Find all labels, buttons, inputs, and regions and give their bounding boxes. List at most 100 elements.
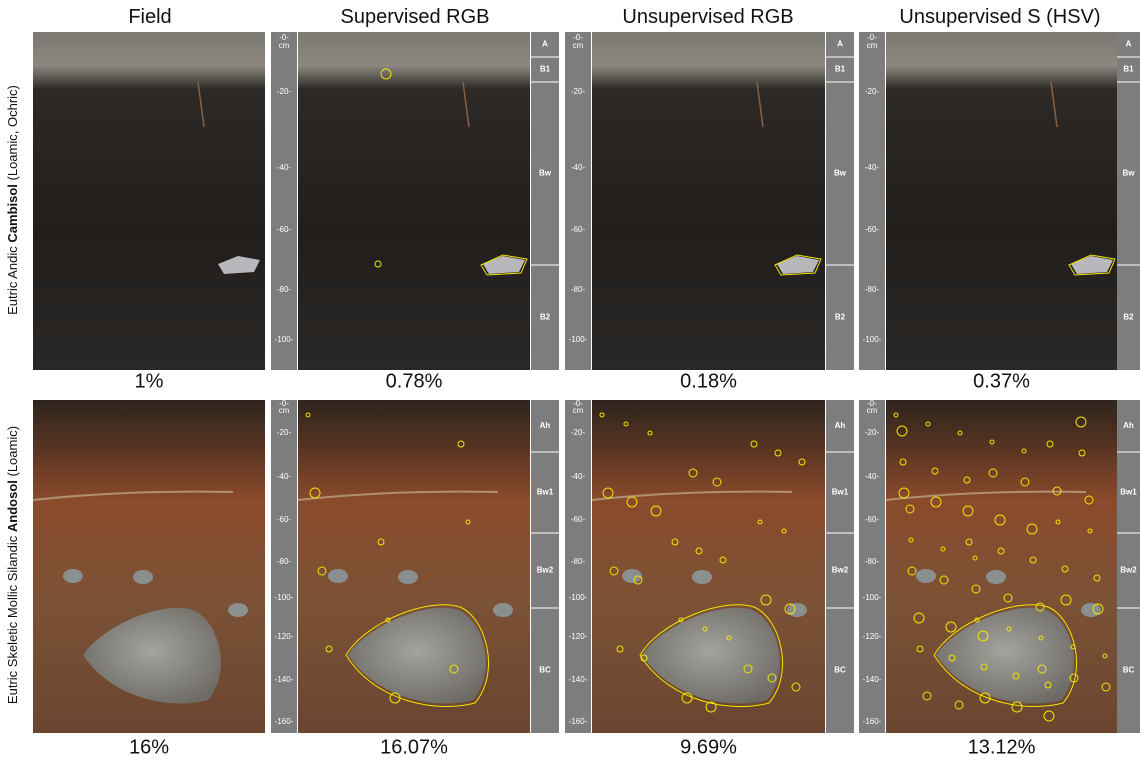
depth-label: -80-	[277, 285, 292, 294]
percentage: 0.37%	[973, 370, 1030, 392]
depth-label: cm	[867, 41, 878, 50]
horizon-label: Bw1	[537, 488, 554, 497]
depth-label: -80-	[277, 557, 292, 566]
depth-label: -160-	[569, 717, 588, 726]
horizon-label: Bw2	[1120, 566, 1137, 575]
depth-label: cm	[867, 406, 878, 415]
depth-ruler	[565, 32, 591, 370]
row-label: Eutric Andic Cambisol (Loamic, Ochric)	[5, 85, 20, 315]
percentage: 0.78%	[386, 370, 443, 392]
depth-label: -20-	[571, 87, 586, 96]
depth-label: -80-	[571, 557, 586, 566]
depth-ruler	[859, 32, 885, 370]
percentage: 13.12%	[968, 736, 1036, 757]
percentage: 1%	[135, 370, 164, 392]
horizon-label: Bw	[834, 169, 847, 178]
depth-label: -60-	[865, 515, 880, 524]
soil-photo	[592, 32, 825, 370]
depth-label: -100-	[569, 335, 588, 344]
depth-label: -160-	[863, 717, 882, 726]
column-title: Unsupervised S (HSV)	[899, 6, 1100, 28]
depth-label: -160-	[275, 717, 294, 726]
depth-label: -40-	[277, 163, 292, 172]
horizon-label: Bw1	[832, 488, 849, 497]
row-label-name: Andosol	[5, 480, 20, 532]
horizon-label: A	[1126, 40, 1132, 49]
percentage: 16%	[129, 736, 169, 757]
horizon-label: Ah	[1123, 421, 1134, 430]
row-label-suffix: (Loamic)	[5, 426, 20, 480]
depth-label: -80-	[865, 557, 880, 566]
figure: Field Supervised RGB Unsupervised RGB Unsup…	[0, 0, 1140, 757]
horizon-label: B1	[540, 65, 551, 74]
row-label-prefix: Eutric Skeletic Mollic Silandic	[5, 532, 20, 704]
depth-label: -100-	[275, 593, 294, 602]
depth-label: -60-	[571, 515, 586, 524]
depth-label: -40-	[865, 163, 880, 172]
horizon-label: BC	[539, 666, 551, 675]
stone	[916, 569, 936, 583]
horizon-label: BC	[834, 666, 846, 675]
column-title: Unsupervised RGB	[622, 6, 793, 28]
depth-label: -40-	[571, 472, 586, 481]
stone	[133, 570, 153, 584]
depth-label: cm	[573, 41, 584, 50]
depth-label: -40-	[865, 472, 880, 481]
row-label: Eutric Skeletic Mollic Silandic Andosol …	[5, 426, 20, 704]
stone	[398, 570, 418, 584]
horizon-label: B1	[835, 65, 846, 74]
stone	[692, 570, 712, 584]
horizon-label: Bw	[1123, 169, 1136, 178]
depth-label: -20-	[865, 87, 880, 96]
depth-label: -20-	[571, 428, 586, 437]
horizon-label: A	[837, 40, 843, 49]
depth-label: -100-	[863, 593, 882, 602]
depth-label: -60-	[865, 225, 880, 234]
depth-label: -80-	[865, 285, 880, 294]
horizon-label: Ah	[835, 421, 846, 430]
column-title: Supervised RGB	[341, 6, 490, 28]
stone	[1081, 603, 1101, 617]
page: {"columns":["Field","Supervised RGB","Un…	[0, 0, 1140, 757]
horizon-label: Bw1	[1120, 488, 1137, 497]
horizon-label: BC	[1123, 666, 1135, 675]
depth-label: -140-	[275, 675, 294, 684]
horizon-label: B2	[1123, 313, 1134, 322]
row-label-prefix: Eutric Andic	[5, 243, 20, 315]
depth-label: -140-	[569, 675, 588, 684]
horizon-label: Bw	[539, 169, 552, 178]
horizon-label: B2	[835, 313, 846, 322]
column-title: Field	[128, 6, 171, 28]
depth-label: -100-	[863, 335, 882, 344]
depth-label: -80-	[571, 285, 586, 294]
depth-label: -20-	[865, 428, 880, 437]
horizon-label: Bw2	[537, 566, 554, 575]
horizon-label: B1	[1123, 65, 1134, 74]
percentage: 0.18%	[680, 370, 737, 392]
depth-label: -40-	[571, 163, 586, 172]
depth-label: -120-	[275, 632, 294, 641]
percentage: 16.07%	[380, 736, 448, 757]
soil-photo	[886, 32, 1117, 370]
row-label-name: Cambisol	[5, 184, 20, 243]
stone	[493, 603, 513, 617]
depth-label: -20-	[277, 87, 292, 96]
depth-label: -60-	[277, 515, 292, 524]
percentage: 9.69%	[680, 736, 737, 757]
depth-label: -120-	[569, 632, 588, 641]
depth-label: -120-	[863, 632, 882, 641]
depth-label: cm	[573, 406, 584, 415]
depth-label: cm	[279, 41, 290, 50]
horizon-label: Ah	[540, 421, 551, 430]
depth-label: -140-	[863, 675, 882, 684]
depth-label: -100-	[569, 593, 588, 602]
depth-label: -60-	[571, 225, 586, 234]
depth-label: -60-	[277, 225, 292, 234]
stone	[986, 570, 1006, 584]
soil-photo	[33, 32, 265, 370]
depth-label: -20-	[277, 428, 292, 437]
depth-label: cm	[279, 406, 290, 415]
stone	[328, 569, 348, 583]
depth-label: -100-	[275, 335, 294, 344]
depth-ruler	[271, 32, 297, 370]
